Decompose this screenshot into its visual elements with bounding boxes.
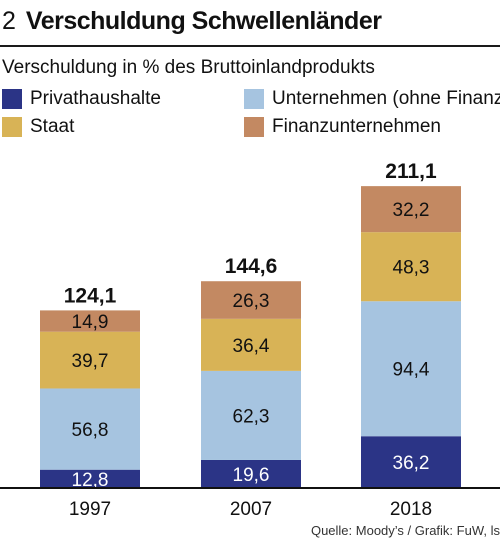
data-label-1997-1: 56,8 [72,420,109,441]
data-label-2018-1: 94,4 [393,360,430,381]
bar-segment-2007-1 [201,370,301,460]
bar-segment-1997-1 [40,388,140,470]
bar-segment-2018-2 [361,232,461,302]
bar-segment-2018-3 [361,186,461,233]
source-note: Quelle: Moody’s / Grafik: FuW, ls [310,523,500,538]
legend-label-unternehmen: Unternehmen (ohne Finanz) [272,88,500,109]
bar-segment-1997-2 [40,331,140,389]
data-label-2007-3: 26,3 [233,291,270,312]
legend-item-finanzunternehmen: Finanzunternehmen [244,116,441,138]
legend-label-privathaushalte: Privathaushalte [30,88,161,109]
data-label-2018-3: 32,2 [393,200,430,221]
total-label-2007: 144,6 [225,255,278,278]
data-label-1997-2: 39,7 [72,351,109,372]
total-label-2018: 211,1 [385,160,437,183]
x-tick-label-2018: 2018 [390,499,432,520]
legend-swatch-privathaushalte [2,89,22,109]
stacked-bar-chart: 12,8 56,8 39,7 14,9 124,1 1997 19,6 62,3 36,4 26,… [0,160,500,520]
data-label-2018-2: 48,3 [393,258,430,279]
data-label-2007-0: 19,6 [233,465,270,486]
bar-segment-1997-0 [40,469,140,488]
bar-segment-2007-3 [201,281,301,319]
legend-item-unternehmen: Unternehmen (ohne Finanz) [244,88,500,110]
legend-swatch-unternehmen [244,89,264,109]
bar-segment-1997-3 [40,310,140,332]
total-label-1997: 124,1 [64,284,117,307]
data-label-1997-0: 12,8 [72,470,109,491]
chart-subtitle: Verschuldung in % des Bruttoinlandproduk… [2,57,375,78]
legend: Privathaushalte Unternehmen (ohne Finanz… [0,86,500,142]
bar-segment-2007-0 [201,459,301,488]
legend-item-privathaushalte: Privathaushalte [2,88,161,110]
bar-segment-2018-1 [361,301,461,437]
data-label-2007-1: 62,3 [233,406,270,427]
legend-swatch-finanzunternehmen [244,117,264,137]
chart-number: 2 [2,7,16,35]
data-label-2007-2: 36,4 [233,336,270,357]
x-tick-label-1997: 1997 [69,499,111,520]
chart-title: 2 Verschuldung Schwellenländer [2,6,382,36]
title-divider [0,45,500,47]
bar-segment-2007-2 [201,318,301,371]
bar-segment-2018-0 [361,436,461,488]
data-label-2018-0: 36,2 [393,453,430,474]
data-label-1997-3: 14,9 [72,312,109,333]
legend-label-finanzunternehmen: Finanzunternehmen [272,116,441,137]
legend-swatch-staat [2,117,22,137]
legend-label-staat: Staat [30,116,75,137]
legend-item-staat: Staat [2,116,74,138]
x-tick-label-2007: 2007 [230,499,272,520]
chart-title-text: Verschuldung Schwellenländer [25,7,382,35]
